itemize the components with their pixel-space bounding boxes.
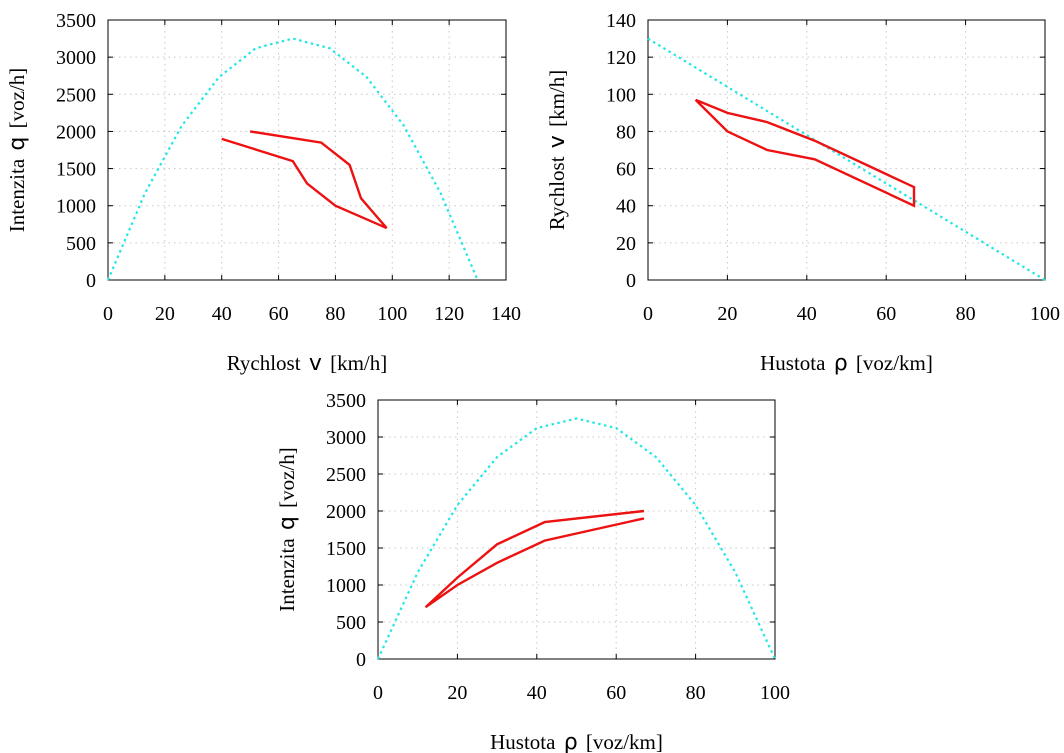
x-tick-label: 120 bbox=[434, 303, 464, 325]
x-axis-label-unit: [voz/km] bbox=[581, 730, 663, 753]
y-axis-label: Intenzita q [voz/h] bbox=[275, 447, 300, 612]
y-tick-label: 500 bbox=[66, 233, 96, 255]
y-axis-label-text: Intenzita bbox=[5, 154, 29, 233]
x-axis-label-symbol: v bbox=[309, 351, 322, 376]
x-axis-label-symbol: ρ bbox=[564, 730, 578, 753]
x-tick-label: 40 bbox=[527, 682, 547, 704]
y-tick-label: 1500 bbox=[326, 538, 366, 560]
plot-frame bbox=[377, 399, 776, 660]
x-tick-label: 40 bbox=[797, 303, 817, 325]
x-axis-label-unit: [voz/km] bbox=[851, 351, 933, 375]
measured-curve bbox=[424, 509, 645, 609]
x-tick-label: 20 bbox=[155, 303, 175, 325]
y-tick-label: 0 bbox=[356, 649, 366, 671]
y-axis-label-unit: [km/h] bbox=[545, 70, 569, 132]
y-tick-label: 500 bbox=[336, 612, 366, 634]
x-tick-label: 80 bbox=[325, 303, 345, 325]
x-tick-label: 0 bbox=[103, 303, 113, 325]
x-tick-label: 40 bbox=[212, 303, 232, 325]
y-tick-label: 80 bbox=[616, 121, 636, 143]
x-axis-label-text: Hustota bbox=[490, 730, 561, 753]
y-axis-label: Intenzita q [voz/h] bbox=[5, 68, 30, 233]
x-axis-label: Hustota ρ [voz/km] bbox=[490, 730, 663, 753]
y-tick-label: 20 bbox=[616, 233, 636, 255]
y-tick-label: 140 bbox=[606, 10, 636, 32]
x-axis-label: Rychlost v [km/h] bbox=[227, 351, 388, 376]
y-tick-label: 2000 bbox=[56, 121, 96, 143]
x-axis-label-text: Rychlost bbox=[227, 351, 306, 375]
measured-curve bbox=[221, 130, 388, 230]
y-tick-label: 3500 bbox=[326, 390, 366, 412]
x-tick-label: 100 bbox=[760, 682, 790, 704]
x-tick-label: 60 bbox=[606, 682, 626, 704]
model-curve bbox=[377, 417, 776, 660]
x-axis-label-unit: [km/h] bbox=[325, 351, 387, 375]
x-tick-label: 0 bbox=[643, 303, 653, 325]
chart-2: 0 20 40 60 80 100 0 20 40 60 80 100 120 140 Hustota ρ … bbox=[545, 10, 1060, 376]
plot-frame bbox=[647, 19, 1046, 281]
y-tick-label: 120 bbox=[606, 47, 636, 69]
x-axis-label-symbol: ρ bbox=[834, 351, 848, 376]
model-curve bbox=[106, 37, 479, 281]
y-axis-label-symbol: q bbox=[275, 516, 300, 530]
chart-3: 0 20 40 60 80 1000500100015002000250030003500… bbox=[275, 390, 790, 753]
x-tick-label: 0 bbox=[373, 682, 383, 704]
y-axis-label: Rychlost v [km/h] bbox=[545, 70, 570, 231]
y-tick-label: 2500 bbox=[326, 464, 366, 486]
x-tick-label: 60 bbox=[876, 303, 896, 325]
x-tick-label: 80 bbox=[686, 682, 706, 704]
y-axis-label-text: Rychlost bbox=[545, 151, 569, 230]
y-tick-label: 3000 bbox=[56, 47, 96, 69]
y-tick-label: 40 bbox=[616, 196, 636, 218]
y-tick-label: 3000 bbox=[326, 427, 366, 449]
x-tick-label: 60 bbox=[269, 303, 289, 325]
x-axis-label-text: Hustota bbox=[760, 351, 831, 375]
y-tick-label: 2000 bbox=[326, 501, 366, 523]
x-tick-label: 80 bbox=[956, 303, 976, 325]
model-curve bbox=[647, 37, 1046, 281]
y-tick-label: 0 bbox=[626, 270, 636, 292]
measured-curve bbox=[694, 98, 916, 208]
y-axis-label-unit: [voz/h] bbox=[5, 68, 29, 134]
y-tick-label: 1000 bbox=[56, 196, 96, 218]
y-tick-label: 1500 bbox=[56, 159, 96, 181]
x-axis-label: Hustota ρ [voz/km] bbox=[760, 351, 933, 376]
chart-1: 0 20 40 60 80 100 120 140 0 500 1000 1500 2000 2500 30… bbox=[5, 10, 521, 376]
y-axis-label-text: Intenzita bbox=[275, 533, 299, 612]
y-tick-label: 3500 bbox=[56, 10, 96, 32]
x-tick-label: 20 bbox=[717, 303, 737, 325]
x-tick-label: 140 bbox=[491, 303, 521, 325]
x-tick-label: 100 bbox=[1030, 303, 1060, 325]
y-tick-label: 100 bbox=[606, 84, 636, 106]
y-tick-label: 0 bbox=[86, 270, 96, 292]
y-tick-label: 2500 bbox=[56, 84, 96, 106]
y-axis-label-unit: [voz/h] bbox=[275, 447, 299, 513]
plot-frame bbox=[107, 19, 507, 281]
y-axis-label-symbol: q bbox=[5, 137, 30, 151]
x-tick-label: 20 bbox=[447, 682, 467, 704]
y-tick-label: 60 bbox=[616, 159, 636, 181]
y-tick-label: 1000 bbox=[326, 575, 366, 597]
x-tick-label: 100 bbox=[377, 303, 407, 325]
y-axis-label-symbol: v bbox=[545, 135, 570, 148]
